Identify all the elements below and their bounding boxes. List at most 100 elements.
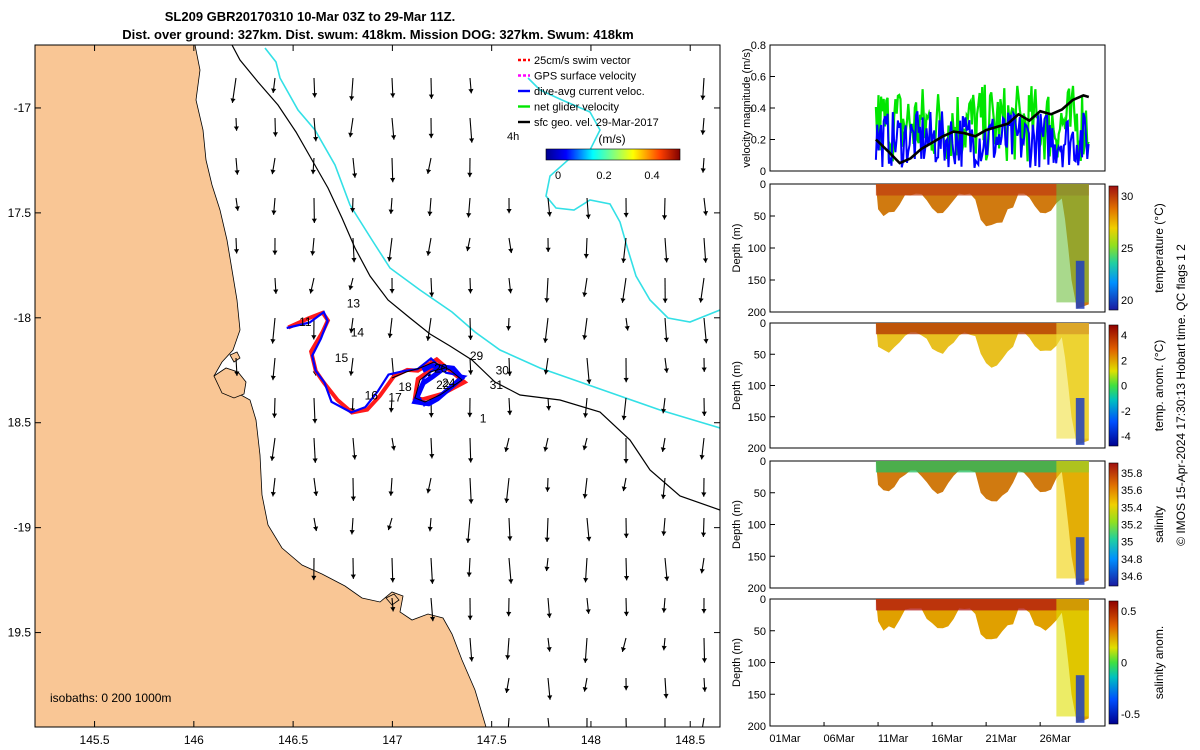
- colorbar-tick-label: 0: [1121, 381, 1127, 393]
- velocity-ytick-label: 0.6: [751, 72, 766, 84]
- section-colorbar: [1108, 185, 1119, 311]
- velocity-arrowhead: [701, 658, 708, 663]
- velocity-arrowhead: [313, 136, 319, 142]
- velocity-arrowhead: [234, 170, 240, 175]
- velocity-arrowhead: [273, 289, 279, 294]
- velocity-arrowhead: [582, 686, 588, 692]
- legend-item-label: sfc geo. vel. 29-Mar-2017: [534, 117, 659, 129]
- velocity-arrowhead: [506, 208, 512, 214]
- colorbar-label: temperature (°C): [1152, 203, 1166, 293]
- velocity-arrowhead: [582, 493, 588, 499]
- colorbar-tick-label: 35.6: [1121, 485, 1142, 497]
- colorbar-tick-label: -2: [1121, 406, 1131, 418]
- velocity-arrowhead: [585, 214, 591, 219]
- velocity-arrowhead: [467, 412, 473, 418]
- section-salinity-anom-: 0 50 100 150 200 Depth (m) 0.5 0 -0.5 salinity an…: [731, 594, 1166, 733]
- colorbar-tick-label: 0.5: [1121, 606, 1136, 618]
- track-day-label: 31: [490, 378, 504, 392]
- velocity-arrowhead: [543, 446, 549, 452]
- velocity-arrowhead: [272, 250, 278, 255]
- velocity-arrowhead: [699, 568, 705, 574]
- velocity-arrowhead: [702, 687, 708, 692]
- depth-ytick-label: 50: [754, 211, 766, 223]
- velocity-arrowhead: [233, 249, 240, 254]
- velocity-arrowhead: [468, 499, 474, 504]
- depth-ylabel: Depth (m): [731, 638, 743, 687]
- legend-item-label: 25cm/s swim vector: [534, 55, 631, 67]
- velocity-arrow: [508, 557, 512, 584]
- section-salinity: 0 50 100 150 200 Depth (m) 35.8 35.6 35.4 35.2 35 3…: [731, 456, 1166, 595]
- depth-ytick-label: 50: [754, 349, 766, 361]
- track-day-label: 11: [299, 315, 312, 329]
- colorbar-tick-label: 34.6: [1121, 571, 1142, 583]
- colorbar-tick-label: 2: [1121, 355, 1127, 367]
- velocity-arrowhead: [465, 538, 471, 543]
- section-surface-layer: [875, 184, 1089, 196]
- depth-ylabel: Depth (m): [731, 224, 743, 273]
- velocity-arrowhead: [623, 611, 629, 617]
- velocity-arrow: [547, 717, 550, 727]
- colorbar-tick-2: 0.4: [644, 170, 659, 182]
- legend-item-label: GPS surface velocity: [534, 71, 637, 83]
- velocity-arrowhead: [663, 337, 669, 343]
- section-temp-anom-: 0 50 100 150 200 Depth (m) 4 2 0 -2 -4 temp. anom. …: [731, 318, 1166, 455]
- velocity-ytick-label: 0.8: [751, 40, 766, 52]
- velocity-arrowhead: [544, 298, 550, 303]
- time-xtick-label: 26Mar: [1040, 733, 1072, 745]
- velocity-ytick-label: 0.4: [751, 103, 766, 115]
- track-day-label: 15: [335, 351, 349, 365]
- velocity-arrowhead: [621, 415, 627, 421]
- velocity-arrowhead: [545, 247, 551, 253]
- glider-track: [286, 310, 469, 415]
- map-ytick-label: -19: [14, 521, 32, 535]
- velocity-arrowhead: [660, 494, 667, 500]
- velocity-arrowhead: [506, 611, 512, 617]
- velocity-arrowhead: [465, 246, 471, 252]
- velocity-arrowhead: [312, 418, 318, 424]
- velocity-arrowhead: [624, 325, 630, 331]
- velocity-arrowhead: [543, 338, 549, 343]
- section-deep-cold: [1075, 537, 1085, 585]
- velocity-arrowhead: [349, 529, 355, 535]
- velocity-arrowhead: [311, 335, 317, 340]
- velocity-arrowhead: [312, 93, 318, 98]
- velocity-arrowhead: [271, 413, 278, 418]
- velocity-arrowhead: [585, 609, 591, 614]
- depth-ytick-label: 150: [748, 275, 766, 287]
- map-ytick-label: 17.5: [8, 206, 32, 220]
- velocity-arrowhead: [426, 251, 432, 256]
- velocity-arrowhead: [623, 212, 629, 218]
- velocity-arrowhead: [703, 338, 709, 344]
- depth-ytick-label: 150: [748, 551, 766, 563]
- velocity-arrowhead: [623, 575, 630, 581]
- velocity-arrowhead: [583, 413, 589, 418]
- velocity-arrowhead: [504, 498, 510, 503]
- velocity-arrowhead: [349, 96, 355, 101]
- velocity-arrowhead: [621, 486, 627, 492]
- track-day-label: 22: [436, 378, 450, 392]
- legend-item-label: net glider velocity: [534, 102, 619, 114]
- velocity-arrowhead: [467, 615, 473, 620]
- velocity-arrowhead: [506, 371, 513, 376]
- map-xtick-label: 148: [581, 733, 601, 747]
- velocity-arrowhead: [313, 526, 319, 532]
- velocity-arrowhead: [546, 211, 552, 217]
- velocity-arrowhead: [387, 333, 393, 338]
- title-line2: Dist. over ground: 327km. Dist. swum: 41…: [122, 27, 634, 42]
- colorbar-label: salinity anom.: [1152, 626, 1166, 699]
- map-xtick-label: 147.5: [477, 733, 507, 747]
- velocity-arrowhead: [428, 412, 434, 418]
- map-ytick-label: 18.5: [8, 416, 32, 430]
- depth-ytick-label: 150: [748, 689, 766, 701]
- section-temperature: 0 50 100 150 200 Depth (m) 30 25 20 temperature (…: [731, 179, 1166, 319]
- velocity-arrow: [625, 717, 627, 727]
- velocity-arrowhead: [508, 579, 514, 584]
- colorbar-tick-label: 20: [1121, 295, 1133, 307]
- depth-ytick-label: 50: [754, 488, 766, 500]
- legend-item-label: dive-avg current veloc.: [534, 86, 645, 98]
- velocity-arrowhead: [701, 367, 707, 372]
- velocity-arrowhead: [351, 455, 358, 460]
- velocity-arrowhead: [662, 727, 667, 731]
- velocity-arrowhead: [661, 645, 667, 651]
